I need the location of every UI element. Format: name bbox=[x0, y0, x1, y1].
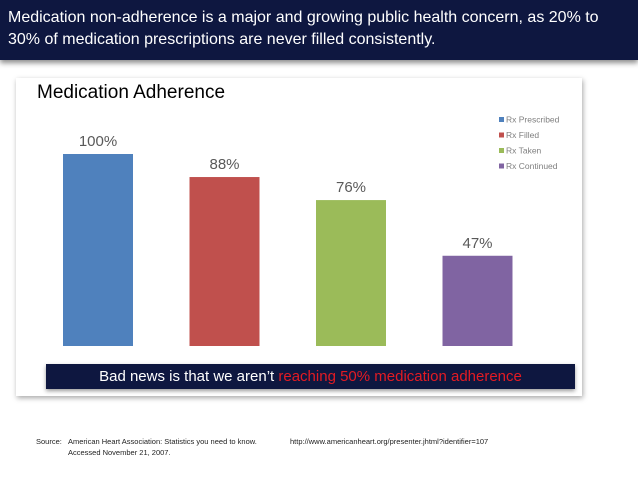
chart-title: Medication Adherence bbox=[37, 82, 226, 103]
bar-rx-taken bbox=[316, 200, 386, 346]
legend-swatch bbox=[499, 148, 504, 153]
legend-swatch bbox=[499, 132, 504, 138]
legend-label: Rx Prescribed bbox=[506, 115, 560, 125]
data-label: 88% bbox=[209, 156, 239, 173]
data-label: 47% bbox=[462, 235, 492, 252]
data-label: 100% bbox=[79, 133, 117, 150]
callout-text: Bad news is that we aren’t bbox=[99, 368, 279, 385]
source-citation: American Heart Association: Statistics y… bbox=[68, 437, 257, 457]
bar-rx-continued bbox=[442, 255, 513, 346]
source-url: http://www.americanheart.org/presenter.j… bbox=[290, 437, 489, 446]
source-label: Source: bbox=[36, 437, 62, 446]
callout-banner: Bad news is that we aren’t reaching 50% … bbox=[46, 364, 575, 389]
legend-label: Rx Filled bbox=[506, 130, 539, 140]
legend-label: Rx Continued bbox=[506, 161, 558, 171]
legend-label: Rx Taken bbox=[506, 146, 542, 156]
bar-rx-filled bbox=[189, 177, 260, 346]
legend-swatch bbox=[499, 163, 504, 169]
data-label: 76% bbox=[336, 179, 366, 196]
callout-highlight: reaching 50% medication adherence bbox=[278, 368, 522, 385]
slide-header: Medication non-adherence is a major and … bbox=[0, 0, 638, 60]
bar-rx-prescribed bbox=[63, 154, 133, 346]
legend-swatch bbox=[499, 117, 504, 122]
header-text: Medication non-adherence is a major and … bbox=[8, 9, 599, 48]
